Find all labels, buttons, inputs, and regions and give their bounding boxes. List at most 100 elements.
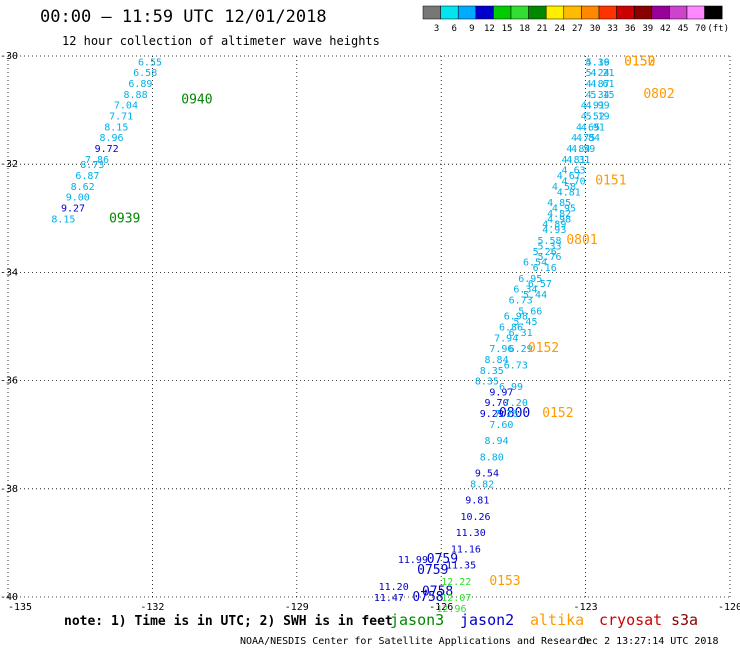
wave-height-label: 8.88 bbox=[124, 90, 148, 101]
wave-height-label: 8.35 bbox=[475, 377, 499, 388]
wave-height-label: 6.73 bbox=[509, 295, 533, 306]
wave-height-label: 6.86 bbox=[499, 323, 523, 334]
wave-height-label: 4.65 bbox=[576, 122, 600, 133]
wave-height-label: 4.95 bbox=[552, 203, 576, 214]
wave-height-label: 8.84 bbox=[485, 355, 509, 366]
wave-height-label: 8.96 bbox=[99, 133, 123, 144]
wave-height-label: 5.44 bbox=[523, 290, 547, 301]
scale-label: 39 bbox=[642, 24, 653, 34]
wave-height-label: 11.16 bbox=[451, 544, 481, 555]
scale-label: 18 bbox=[519, 24, 530, 34]
time-label: 0152 bbox=[528, 341, 559, 356]
wave-height-label: 5.58 bbox=[537, 236, 561, 247]
wave-height-label: 9.81 bbox=[465, 496, 489, 507]
wave-height-label: 9.97 bbox=[489, 387, 513, 398]
wave-height-label: 11.35 bbox=[446, 561, 476, 572]
x-tick-label: -135 bbox=[8, 602, 32, 613]
wave-height-label: 6.31 bbox=[509, 328, 533, 339]
y-tick-label: -40 bbox=[0, 592, 18, 603]
scale-label: 9 bbox=[469, 24, 474, 34]
time-label: 0940 bbox=[181, 92, 212, 107]
wave-height-label: 7.20 bbox=[504, 398, 528, 409]
wave-height-label: 12.22 bbox=[441, 577, 471, 588]
wave-height-label: 4.84 bbox=[566, 144, 590, 155]
wave-height-label: 5.24 bbox=[586, 68, 610, 79]
scale-label: 21 bbox=[537, 24, 548, 34]
wave-height-label: 7.86 bbox=[85, 155, 109, 166]
wave-height-label: 9.70 bbox=[485, 398, 509, 409]
scale-swatch bbox=[686, 5, 705, 20]
wave-height-label: 5.45 bbox=[513, 317, 537, 328]
wave-height-label: 5.19 bbox=[586, 112, 610, 123]
wave-height-label: 4.93 bbox=[542, 225, 566, 236]
timestamp-text: Dec 2 13:27:14 UTC 2018 bbox=[580, 636, 718, 647]
time-label: 0152 bbox=[624, 54, 655, 69]
scale-swatch bbox=[616, 5, 635, 20]
time-label: 0801 bbox=[566, 233, 597, 248]
scale-swatch bbox=[475, 5, 494, 20]
color-scale: 3 6 9 12 15 18 21 24 27 30 33 36 39 42 45 70 (ft) bbox=[422, 5, 729, 34]
wave-height-label: 12.96 bbox=[436, 604, 466, 615]
wave-height-label: 4.85 bbox=[547, 198, 571, 209]
scale-swatch bbox=[422, 5, 441, 20]
time-label: 0152 bbox=[542, 406, 573, 421]
wave-height-label: 9.54 bbox=[475, 469, 499, 480]
time-label: 0800 bbox=[499, 406, 530, 421]
scale-swatch bbox=[510, 5, 529, 20]
scale-label: 30 bbox=[590, 24, 601, 34]
wave-height-label: 4.61 bbox=[590, 79, 614, 90]
time-label: 0759 bbox=[427, 552, 458, 567]
scale-label: 33 bbox=[607, 24, 618, 34]
time-label: 0758 bbox=[422, 585, 453, 600]
wave-height-label: 8.80 bbox=[480, 452, 504, 463]
wave-height-label: 4.31 bbox=[566, 155, 590, 166]
wave-height-label: 6.58 bbox=[133, 68, 157, 79]
wave-height-label: 11.99 bbox=[398, 555, 428, 566]
legend-jason2: jason2 bbox=[460, 611, 514, 629]
scale-label: 15 bbox=[502, 24, 513, 34]
wave-height-label: 4.52 bbox=[581, 112, 605, 123]
wave-height-label: 5.19 bbox=[586, 57, 610, 68]
wave-height-label: 8.94 bbox=[485, 436, 509, 447]
wave-height-label: 8.62 bbox=[71, 182, 95, 193]
wave-height-label: 4.59 bbox=[571, 144, 595, 155]
wave-height-label: 6.57 bbox=[528, 279, 552, 290]
wave-height-label: 4.21 bbox=[590, 68, 614, 79]
observations: 6.556.586.898.887.047.718.158.969.727.86… bbox=[51, 54, 674, 614]
scale-label: 3 bbox=[434, 24, 439, 34]
wave-height-label: 4.81 bbox=[562, 155, 586, 166]
time-label: 0758 bbox=[412, 590, 443, 605]
grid-lines bbox=[7, 55, 731, 598]
wave-height-label: 8.15 bbox=[51, 214, 75, 225]
wave-height-label: 4.58 bbox=[552, 182, 576, 193]
time-label: 0939 bbox=[109, 211, 140, 226]
scale-label: (ft) bbox=[707, 24, 729, 34]
scale-swatch bbox=[493, 5, 512, 20]
wave-height-label: 4.87 bbox=[586, 79, 610, 90]
wave-height-label: 7.60 bbox=[489, 420, 513, 431]
wave-height-label: 4.82 bbox=[547, 209, 571, 220]
wave-height-label: 4.36 bbox=[586, 57, 610, 68]
note-text: note: 1) Time is in UTC; 2) SWH is in fe… bbox=[64, 614, 393, 629]
scale-swatch bbox=[633, 5, 653, 20]
wave-height-label: 11.30 bbox=[456, 528, 486, 539]
scale-swatch bbox=[651, 5, 670, 20]
wave-height-label: 11.20 bbox=[379, 582, 409, 593]
chart-subtitle: 12 hour collection of altimeter wave hei… bbox=[62, 34, 380, 48]
wave-height-label: 4.89 bbox=[542, 220, 566, 231]
time-label: 0802 bbox=[643, 87, 674, 102]
time-label: 0150 bbox=[624, 54, 655, 69]
scale-swatch bbox=[581, 5, 600, 20]
wave-height-label: 6.29 bbox=[509, 344, 533, 355]
y-tick-label: -32 bbox=[0, 159, 18, 170]
scale-label: 24 bbox=[554, 24, 565, 34]
chart-title: 00:00 – 11:59 UTC 12/01/2018 bbox=[40, 7, 327, 27]
legend-cryosat: cryosat bbox=[599, 611, 662, 629]
x-tick-label: -132 bbox=[140, 602, 164, 613]
wave-height-label: 12.07 bbox=[441, 593, 471, 604]
scale-label: 6 bbox=[451, 24, 456, 34]
wave-height-label: 4.99 bbox=[586, 101, 610, 112]
wave-height-label: 5.33 bbox=[537, 241, 561, 252]
scale-swatch bbox=[528, 5, 547, 20]
